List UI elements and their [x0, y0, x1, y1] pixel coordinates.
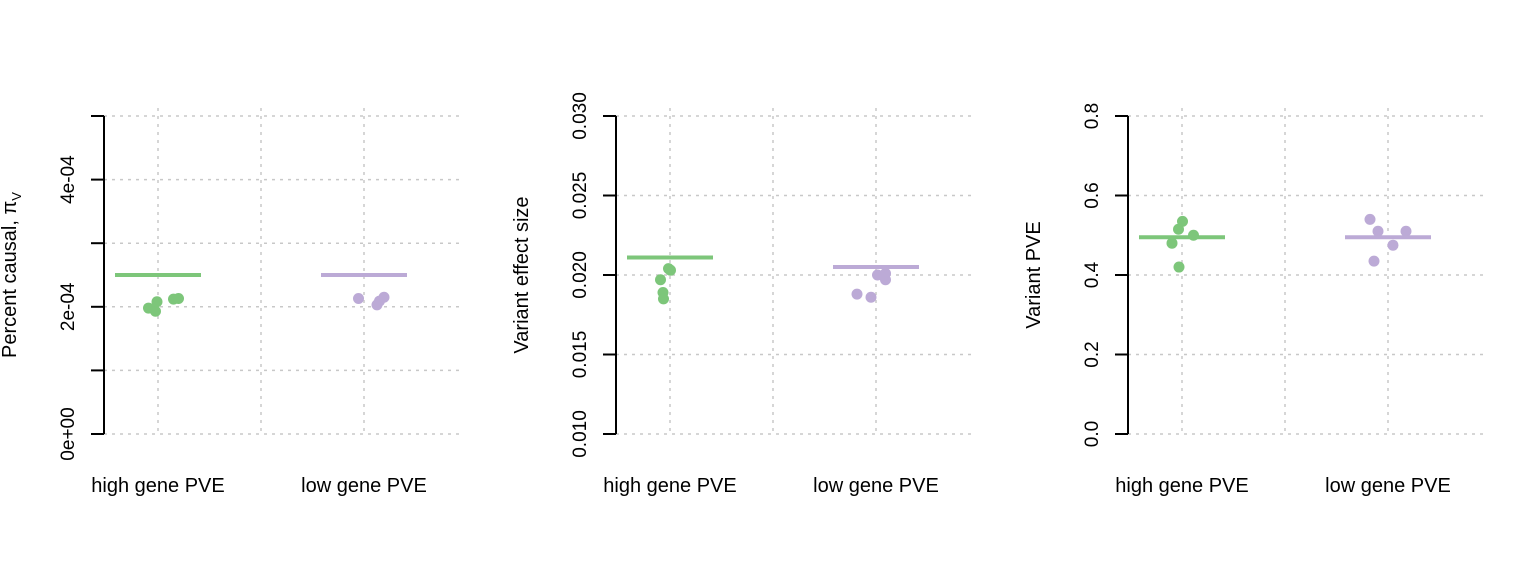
- data-point: [1177, 215, 1188, 227]
- data-point: [150, 305, 161, 317]
- x-category-label: low gene PVE: [301, 475, 427, 497]
- y-tick-label: 0.8: [1082, 103, 1103, 129]
- y-axis-label: Percent causal, πV: [0, 192, 24, 358]
- y-tick-label: 4e-04: [58, 155, 79, 204]
- x-category-label: high gene PVE: [91, 475, 224, 497]
- data-point: [865, 291, 877, 303]
- y-tick-label: 0.2: [1082, 341, 1103, 367]
- chart-panel-2: 0.010 0.015 0.020 0.025 0.030 Variant effect …: [511, 92, 972, 497]
- data-point: [173, 293, 184, 305]
- y-tick-label: 0.6: [1082, 182, 1103, 208]
- y-tick-label: 0.0: [1082, 421, 1103, 447]
- data-point: [655, 274, 666, 286]
- y-axis-label-subscript: V: [9, 192, 24, 201]
- y-tick-label: 0.025: [570, 172, 591, 220]
- data-point: [1188, 229, 1199, 241]
- x-category-label: low gene PVE: [1325, 475, 1451, 497]
- y-tick-label: 0.010: [570, 410, 591, 458]
- y-tick-label: 0.030: [570, 92, 591, 140]
- y-axis-label: Variant PVE: [1023, 221, 1045, 328]
- data-point: [665, 264, 676, 276]
- data-point: [658, 293, 669, 305]
- x-category-label: low gene PVE: [813, 475, 939, 497]
- y-tick-label: 0.015: [570, 331, 591, 379]
- data-point: [1364, 213, 1376, 225]
- chart-panel-1: 0e+00 2e-04 4e-04 Percent causal, πV high ge…: [0, 108, 460, 497]
- chart-panel-3: 0.0 0.2 0.4 0.6 0.8 Variant PVE high gene PVE l…: [1023, 103, 1484, 497]
- y-axis-label: Variant effect size: [511, 196, 533, 353]
- data-point: [880, 274, 891, 286]
- data-point: [378, 291, 390, 303]
- data-point: [1400, 225, 1412, 237]
- data-point: [1166, 237, 1178, 249]
- y-tick-label: 0e+00: [58, 407, 79, 460]
- y-tick-label: 0.020: [570, 251, 591, 299]
- y-tick-label: 0.4: [1082, 261, 1103, 288]
- data-point: [1173, 261, 1185, 273]
- data-point: [151, 296, 163, 308]
- x-category-label: high gene PVE: [603, 475, 736, 497]
- y-tick-label: 2e-04: [58, 282, 79, 331]
- x-category-label: high gene PVE: [1115, 475, 1248, 497]
- data-point: [1368, 255, 1380, 267]
- data-point: [1372, 225, 1384, 237]
- data-point: [1387, 239, 1399, 251]
- data-point: [851, 288, 863, 300]
- data-point: [353, 293, 364, 305]
